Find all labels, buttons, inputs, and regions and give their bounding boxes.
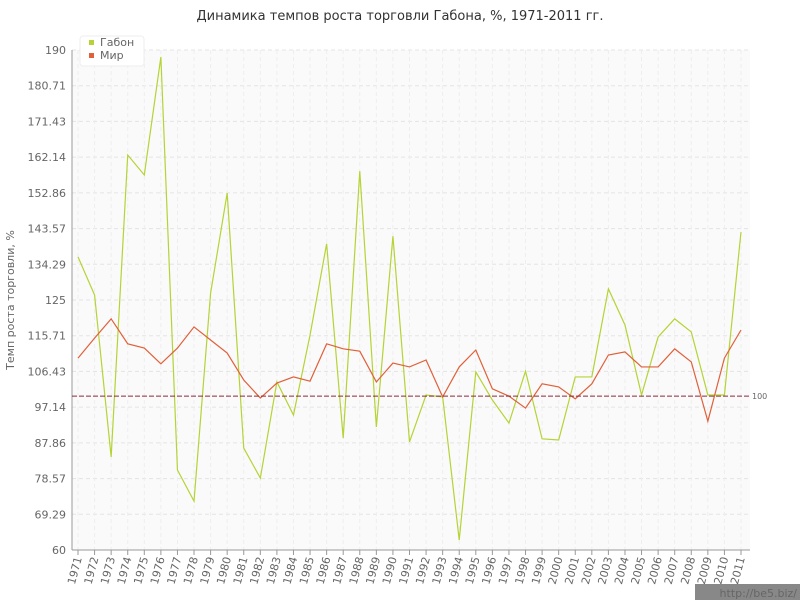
legend-label: Габон xyxy=(100,36,134,49)
y-tick-label: 69.29 xyxy=(35,508,67,521)
watermark-bg xyxy=(695,584,800,600)
y-tick-label: 171.43 xyxy=(28,115,67,128)
y-tick-label: 87.86 xyxy=(35,437,67,450)
series-line xyxy=(77,317,742,424)
y-tick-label: 115.71 xyxy=(28,330,67,343)
legend-label: Мир xyxy=(100,49,124,62)
y-tick-label: 125 xyxy=(45,294,66,307)
y-tick-label: 143.57 xyxy=(28,223,67,236)
y-axis-label: Темп роста торговли, % xyxy=(4,230,17,371)
y-tick-label: 78.57 xyxy=(35,473,67,486)
y-tick-label: 152.86 xyxy=(28,187,67,200)
watermark: http://be5.biz/ xyxy=(720,587,798,600)
reference-label: 100 xyxy=(752,392,767,401)
x-tick-label: 2011 xyxy=(728,555,748,585)
legend-swatch xyxy=(89,53,94,58)
y-tick-label: 190 xyxy=(45,44,66,57)
y-tick-label: 60 xyxy=(52,544,66,557)
y-tick-label: 106.43 xyxy=(28,365,67,378)
legend-box xyxy=(79,35,145,67)
legend-swatch xyxy=(89,40,94,45)
y-tick-label: 134.29 xyxy=(28,258,67,271)
y-tick-label: 162.14 xyxy=(28,151,67,164)
y-tick-label: 180.71 xyxy=(28,80,67,93)
series-line xyxy=(77,56,742,541)
y-tick-label: 97.14 xyxy=(35,401,67,414)
chart-title: Динамика темпов роста торговли Габона, %… xyxy=(196,9,603,24)
